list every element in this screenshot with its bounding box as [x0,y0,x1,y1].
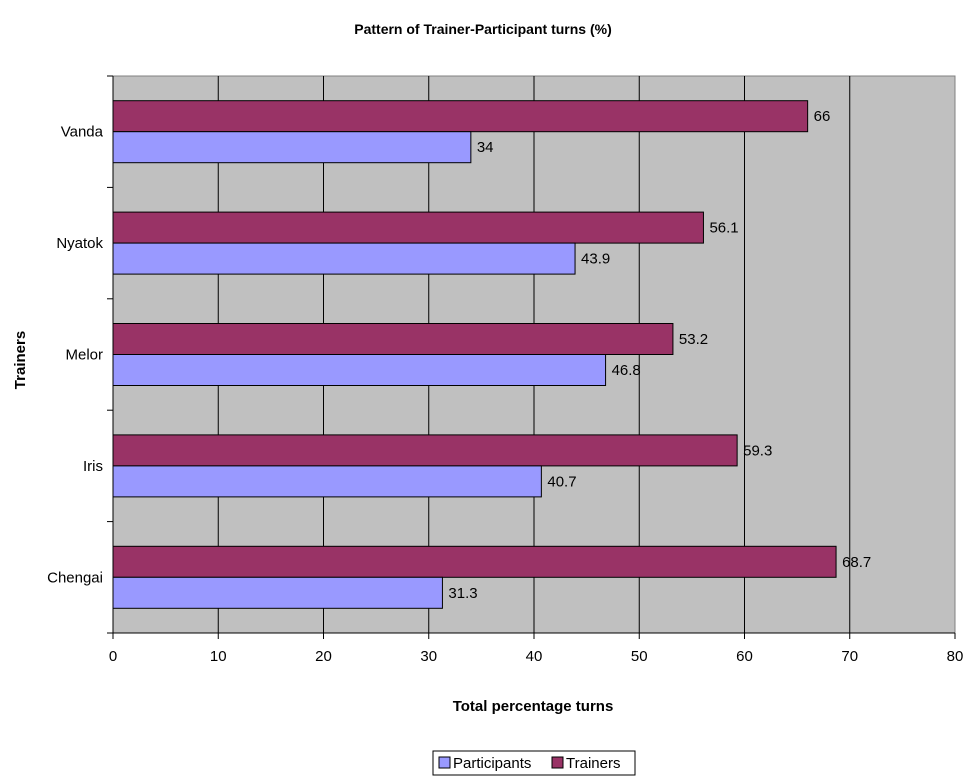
bar-trainers [112,211,704,244]
y-tick-label: Nyatok [56,235,103,252]
data-label-participants: 34 [477,139,494,156]
x-tick-label: 70 [841,648,858,665]
y-tick-label: Vanda [61,124,104,141]
legend: Participants Trainers [432,750,636,776]
data-label-trainers: 68.7 [842,554,871,571]
x-tick-label: 20 [315,648,332,665]
data-label-trainers: 53.2 [679,331,708,348]
data-label-trainers: 66 [814,108,831,125]
bars: 66 34 56.1 43.9 53.2 46.8 59.3 40.7 68.7 31.3 [112,100,871,609]
data-label-trainers: 56.1 [709,220,738,237]
x-tick-label: 10 [210,648,227,665]
bar-participants [112,465,542,498]
data-label-participants: 43.9 [581,251,610,268]
legend-box [432,750,636,776]
bar-trainers [112,100,809,133]
bar-trainers [112,323,674,355]
x-axis-title: Total percentage turns [453,698,614,715]
axes: 0 10 20 30 40 50 60 70 80 Vanda Nyatok Melor Iris Che… [47,75,964,665]
data-label-participants: 40.7 [547,473,576,490]
bar-trainers [112,434,738,467]
legend-label: Trainers [566,755,620,772]
bar-participants [112,242,576,275]
bar-participants [112,576,443,609]
y-tick-label: Iris [83,458,103,475]
x-tick-label: 40 [526,648,543,665]
bar-participants [112,354,607,386]
y-tick-label: Melor [65,347,103,364]
chart-title: Pattern of Trainer-Participant turns (%) [354,21,611,37]
legend-swatch [551,756,564,769]
legend-swatch [438,756,451,769]
bar-participants [112,131,472,164]
x-tick-label: 50 [631,648,648,665]
x-tick-label: 30 [420,648,437,665]
data-label-trainers: 59.3 [743,442,772,459]
data-label-participants: 31.3 [448,585,477,602]
legend-label: Participants [453,755,531,772]
x-tick-label: 80 [947,648,964,665]
x-tick-label: 60 [736,648,753,665]
y-axis-title: Trainers [12,331,29,389]
y-tick-label: Chengai [47,569,103,586]
data-label-participants: 46.8 [612,362,641,379]
bar-trainers [112,545,837,578]
x-tick-label: 0 [109,648,117,665]
